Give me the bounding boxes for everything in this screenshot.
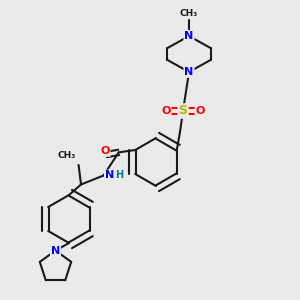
Text: N: N [105, 170, 114, 181]
Text: O: O [195, 106, 205, 116]
Text: N: N [51, 245, 60, 256]
Text: CH₃: CH₃ [180, 9, 198, 18]
Text: N: N [184, 31, 194, 41]
Text: O: O [100, 146, 110, 156]
Text: S: S [178, 104, 188, 118]
Text: O: O [161, 106, 171, 116]
Text: N: N [184, 67, 194, 77]
Text: CH₃: CH₃ [57, 152, 76, 160]
Text: H: H [116, 170, 124, 181]
